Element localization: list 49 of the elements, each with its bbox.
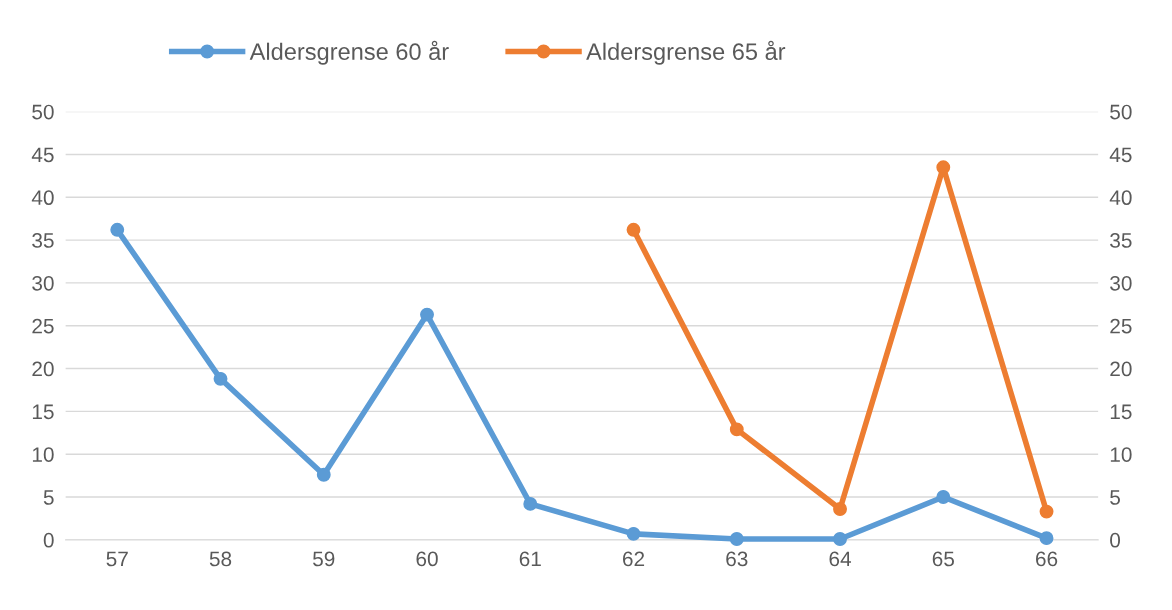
y-tick-label: 20 [32,361,54,377]
y-tick-label: 30 [32,275,54,291]
point [316,467,331,482]
y-tick-label: 15 [32,404,54,420]
y2-tick-label: 10 [1110,447,1132,462]
point [936,160,951,175]
point [213,371,228,386]
legend-label: Aldersgrense 65 år [586,40,786,65]
y2-tick-label: 15 [1110,404,1132,420]
y-tick-label: 5 [43,490,54,505]
x-tick-label: 66 [1036,551,1058,567]
x-tick-label: 61 [519,551,541,567]
x-tick-label: 62 [623,551,645,567]
point [626,222,641,237]
y2-tick-label: 20 [1110,361,1132,377]
point [626,526,641,541]
y2-tick-label: 30 [1110,275,1132,291]
y2-tick-label: 35 [1110,233,1132,248]
point [729,422,744,437]
y-tick-label: 45 [31,147,54,163]
point [1039,531,1054,546]
point [1039,504,1054,519]
point [729,532,744,546]
y-tick-label: 25 [32,318,54,334]
x-tick-label: 57 [106,551,128,567]
x-tick-label: 63 [726,551,748,567]
y-tick-label: 0 [43,532,54,548]
y-tick-label: 50 [32,104,54,120]
x-tick-label: 65 [932,551,954,567]
x-tick-label: 59 [313,551,335,567]
point [523,496,538,511]
point [833,502,847,516]
point [936,490,951,504]
y2-tick-label: 0 [1110,532,1121,548]
point [110,222,125,237]
y2-tick-label: 25 [1110,318,1132,334]
y2-tick-label: 45 [1109,147,1132,163]
legend-label: Aldersgrense 60 år [249,40,449,65]
point [833,532,847,546]
y-tick-label: 40 [31,190,54,206]
x-tick-label: 58 [209,551,232,567]
y-tick-label: 10 [32,447,54,462]
point [420,307,434,322]
y2-tick-label: 40 [1109,190,1132,206]
y-tick-label: 35 [32,233,54,248]
y2-tick-label: 5 [1110,490,1120,505]
y2-tick-label: 50 [1110,104,1132,120]
x-tick-label: 64 [829,551,852,567]
x-tick-label: 60 [416,551,438,567]
